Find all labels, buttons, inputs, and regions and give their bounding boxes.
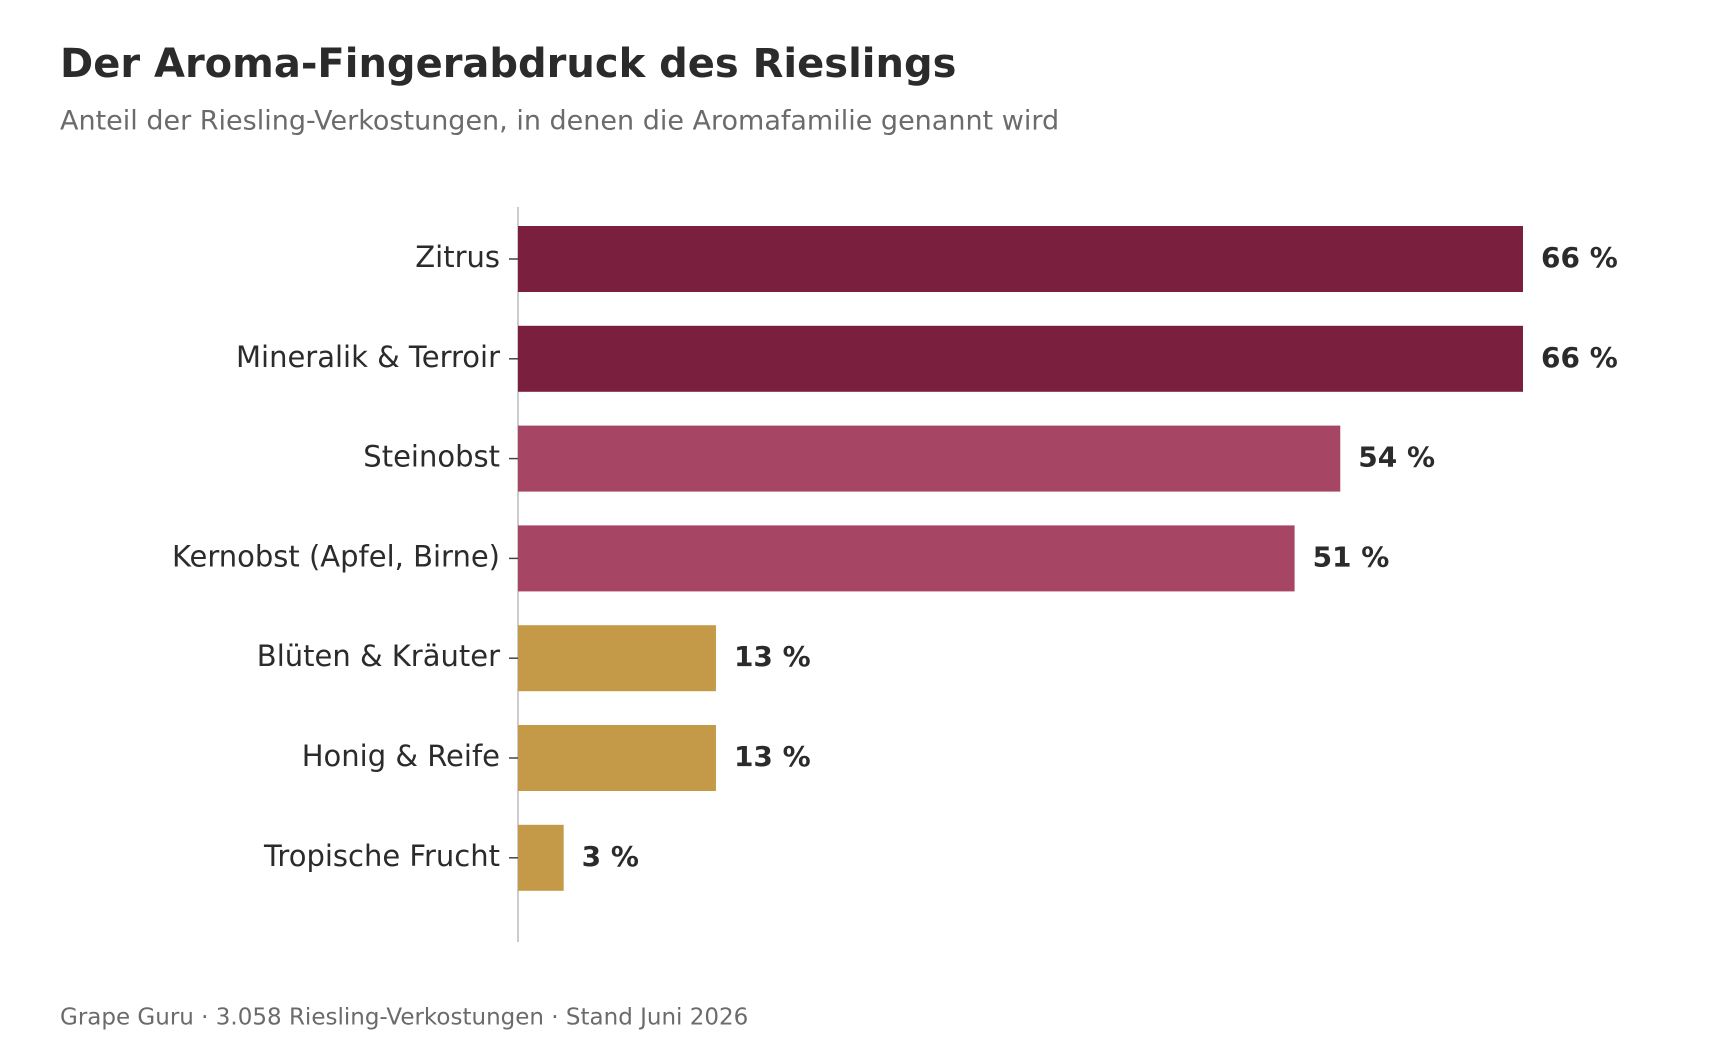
value-label: 66 % xyxy=(1541,341,1618,374)
bar xyxy=(518,226,1523,292)
y-tick-label: Steinobst xyxy=(363,440,500,474)
value-label: 3 % xyxy=(582,840,639,873)
value-label: 51 % xyxy=(1313,540,1390,573)
y-tick-label: Tropische Frucht xyxy=(263,839,500,873)
y-tick-label: Honig & Reife xyxy=(302,739,500,773)
chart-footer: Grape Guru · 3.058 Riesling-Verkostungen… xyxy=(60,1005,748,1031)
value-label: 54 % xyxy=(1358,441,1435,474)
bar xyxy=(518,725,716,791)
chart-subtitle: Anteil der Riesling-Verkostungen, in den… xyxy=(60,106,1059,137)
value-label: 66 % xyxy=(1541,241,1618,274)
bar xyxy=(518,824,564,891)
value-label: 13 % xyxy=(734,640,811,673)
bar xyxy=(518,525,1295,592)
y-tick-label: Zitrus xyxy=(415,240,500,274)
value-label: 13 % xyxy=(734,740,811,773)
y-tick-label: Kernobst (Apfel, Birne) xyxy=(172,539,500,573)
bar xyxy=(518,425,1341,492)
y-tick-label: Blüten & Kräuter xyxy=(257,639,500,673)
bar xyxy=(518,325,1523,392)
bar xyxy=(518,625,716,692)
chart-title: Der Aroma-Fingerabdruck des Rieslings xyxy=(60,41,956,87)
y-tick-label: Mineralik & Terroir xyxy=(236,340,500,374)
